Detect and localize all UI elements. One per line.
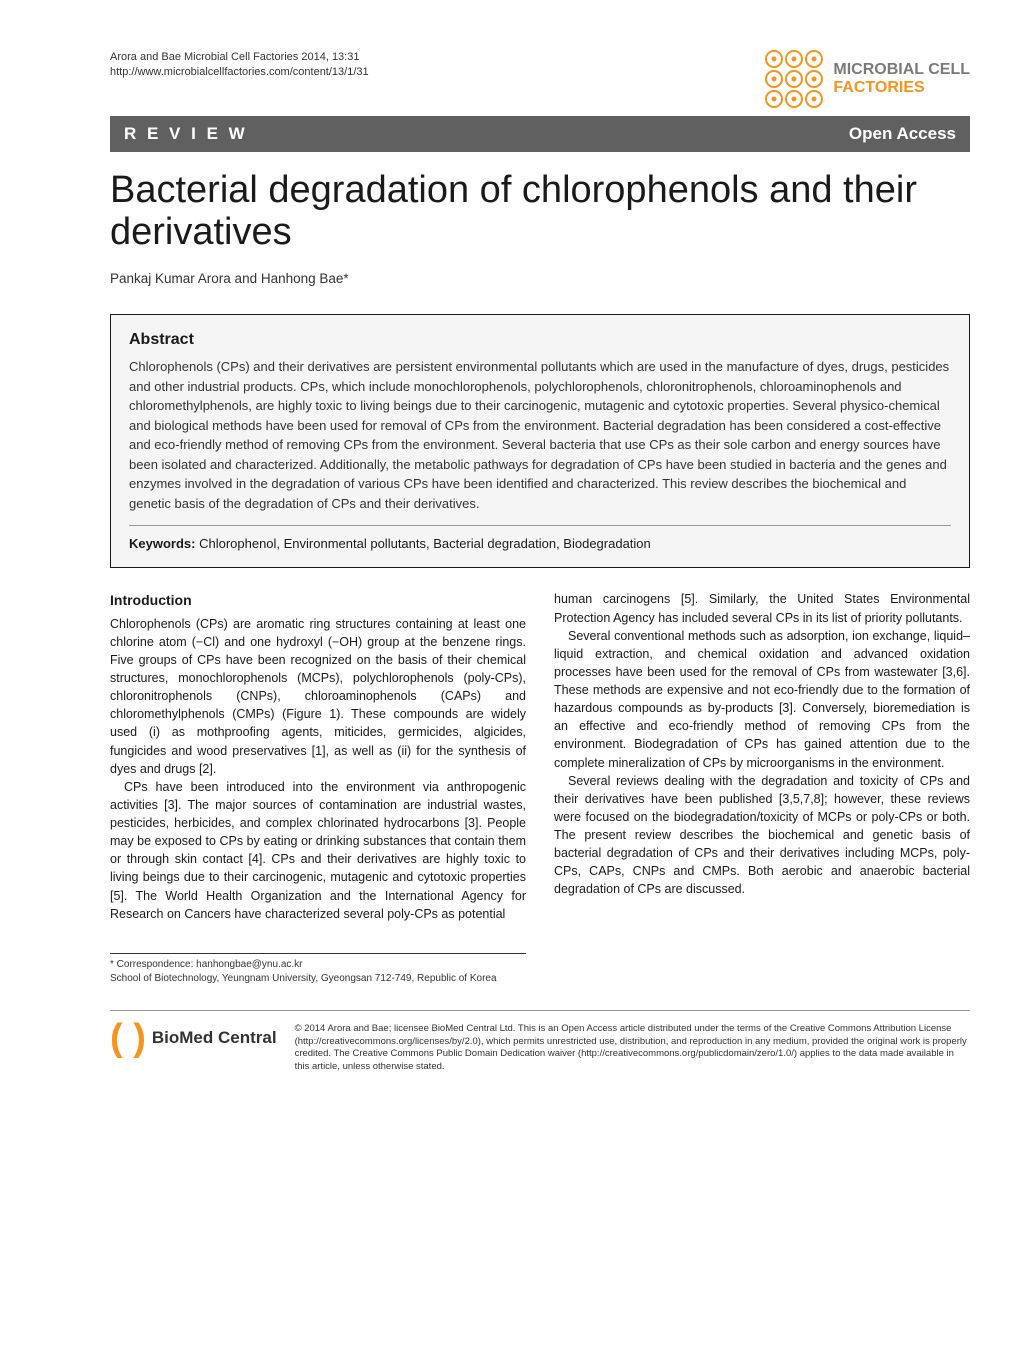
left-column: Introduction Chlorophenols (CPs) are aro… [110,590,526,985]
journal-name: MICROBIAL CELL FACTORIES [833,61,970,96]
journal-name-line2: FACTORIES [833,79,970,97]
bmc-paren-icon: ( ) [110,1023,146,1053]
article-type-bar: R E V I E W Open Access [110,116,970,152]
abstract-heading: Abstract [129,331,951,349]
logo-circles-icon [765,50,823,108]
biomed-central-logo: ( ) BioMed Central [110,1023,277,1053]
open-access-label: Open Access [849,124,956,144]
footer: ( ) BioMed Central © 2014 Arora and Bae;… [110,1010,970,1074]
intro-paragraph-2: CPs have been introduced into the enviro… [110,778,526,923]
intro-paragraph-5: Several reviews dealing with the degrada… [554,772,970,899]
body-two-column: Introduction Chlorophenols (CPs) are aro… [110,590,970,985]
article-title: Bacterial degradation of chlorophenols a… [110,170,970,254]
intro-paragraph-1: Chlorophenols (CPs) are aromatic ring st… [110,615,526,778]
review-label: R E V I E W [124,124,248,144]
abstract-body: Chlorophenols (CPs) and their derivative… [129,357,951,513]
intro-paragraph-4: Several conventional methods such as ads… [554,627,970,772]
correspondence-affiliation: School of Biotechnology, Yeungnam Univer… [110,972,526,986]
right-column: human carcinogens [5]. Similarly, the Un… [554,590,970,985]
journal-logo: MICROBIAL CELL FACTORIES [765,50,970,108]
bmc-brand-text: BioMed Central [152,1028,277,1048]
keywords-row: Keywords: Chlorophenol, Environmental po… [129,525,951,551]
authors: Pankaj Kumar Arora and Hanhong Bae* [110,271,970,286]
introduction-heading: Introduction [110,590,526,610]
correspondence-email: * Correspondence: hanhongbae@ynu.ac.kr [110,958,526,972]
keywords-text: Chlorophenol, Environmental pollutants, … [195,536,650,551]
abstract-box: Abstract Chlorophenols (CPs) and their d… [110,314,970,568]
license-text: © 2014 Arora and Bae; licensee BioMed Ce… [295,1023,970,1074]
keywords-label: Keywords: [129,536,195,551]
intro-paragraph-3: human carcinogens [5]. Similarly, the Un… [554,590,970,626]
correspondence-block: * Correspondence: hanhongbae@ynu.ac.kr S… [110,953,526,986]
journal-name-line1: MICROBIAL CELL [833,61,970,79]
